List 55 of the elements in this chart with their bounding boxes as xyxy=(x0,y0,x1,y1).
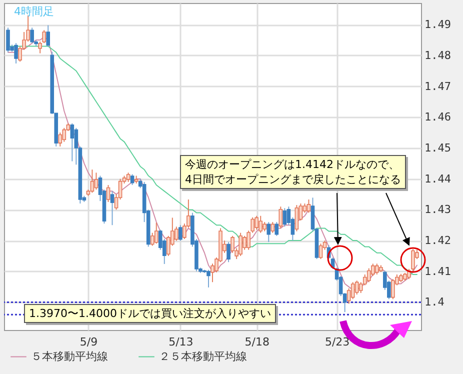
candlestick xyxy=(254,215,259,230)
candlestick xyxy=(90,169,94,194)
candlestick xyxy=(14,42,18,64)
candlestick xyxy=(70,122,74,162)
candlestick xyxy=(46,24,50,48)
candlestick xyxy=(242,235,246,250)
legend-label: ５本移動平均線 xyxy=(31,350,108,363)
x-tick-label: 5/9 xyxy=(80,336,98,348)
candlestick xyxy=(266,222,271,243)
y-tick-label: 1.46 xyxy=(424,110,451,124)
candlestick xyxy=(346,288,351,304)
candlestick xyxy=(350,282,355,300)
candlestick xyxy=(6,27,10,53)
candlestick xyxy=(126,172,130,182)
candlestick xyxy=(374,263,379,275)
candlestick xyxy=(58,132,62,147)
y-tick-label: 1.41 xyxy=(424,264,451,278)
candlestick xyxy=(130,174,134,186)
candlestick xyxy=(366,268,371,283)
candlestick xyxy=(318,243,323,260)
x-tick-label: 5/23 xyxy=(324,336,350,348)
legend-label: ２５本移動平均線 xyxy=(159,350,247,363)
y-tick-label: 1.49 xyxy=(424,18,451,32)
candlestick xyxy=(154,222,158,244)
x-tick-label: 5/13 xyxy=(168,336,194,348)
candlestick xyxy=(178,224,182,242)
candlestick xyxy=(106,184,110,202)
candlestick xyxy=(62,127,66,142)
y-tick-label: 1.48 xyxy=(424,48,451,62)
candlestick xyxy=(262,222,267,232)
y-tick-label: 1.42 xyxy=(424,234,451,248)
candlestick xyxy=(282,208,287,228)
y-tick-label: 1.47 xyxy=(424,80,451,93)
y-tick-label: 1.45 xyxy=(424,141,451,154)
candlestick xyxy=(110,190,114,226)
candlestick xyxy=(238,232,242,256)
y-tick-label: 1.44 xyxy=(424,172,452,186)
candlestick xyxy=(306,199,311,214)
candlestick xyxy=(206,269,210,288)
candlestick xyxy=(94,172,98,190)
annotation: 1.3970〜1.4000ドルでは買い注文が入りやすい xyxy=(24,304,276,323)
candlestick xyxy=(226,242,230,263)
x-tick-label: 5/18 xyxy=(244,336,270,348)
candlestick xyxy=(270,222,275,234)
candlestick xyxy=(391,278,395,300)
candlestick xyxy=(258,215,263,234)
y-tick-label: 1.43 xyxy=(424,203,451,216)
candlestick xyxy=(30,27,34,44)
candlestick xyxy=(274,222,279,236)
candlestick xyxy=(354,280,359,296)
y-tick-label: 1.4 xyxy=(424,296,445,309)
annotation: 4時間足 xyxy=(14,4,54,19)
candlestick xyxy=(294,204,299,232)
annotation: 今週のオープニングは1.4142ドルなので、 4日間でオープニングまで戻したことになる xyxy=(180,155,406,189)
candlestick xyxy=(278,206,283,229)
